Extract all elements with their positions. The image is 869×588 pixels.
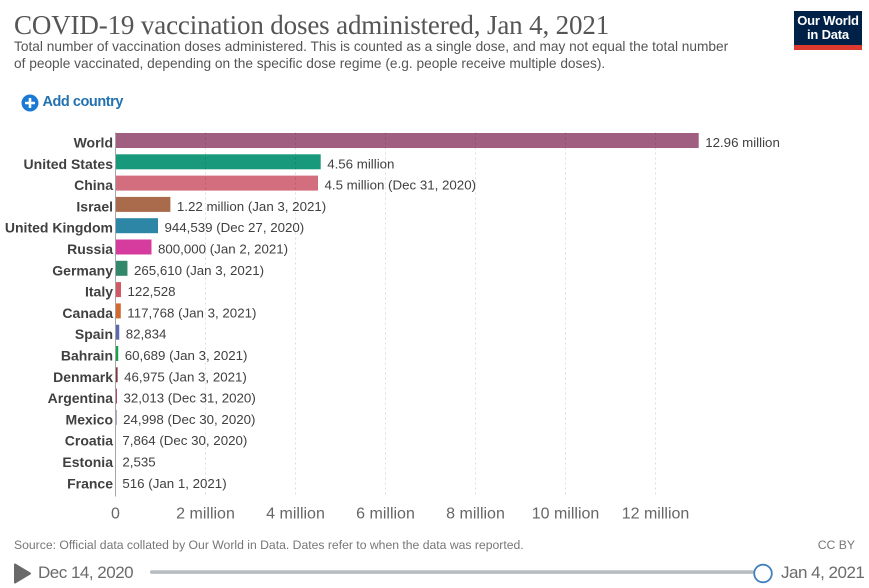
svg-text:4.56 million: 4.56 million: [327, 156, 394, 171]
svg-text:7,864 (Dec 30, 2020): 7,864 (Dec 30, 2020): [122, 433, 247, 448]
svg-text:World: World: [74, 135, 113, 151]
svg-text:Estonia: Estonia: [62, 454, 113, 470]
svg-text:117,768 (Jan 3, 2021): 117,768 (Jan 3, 2021): [127, 305, 256, 320]
svg-text:10 million: 10 million: [532, 506, 600, 523]
svg-text:Canada: Canada: [62, 305, 113, 321]
svg-text:8 million: 8 million: [446, 506, 505, 523]
svg-text:800,000 (Jan 2, 2021): 800,000 (Jan 2, 2021): [158, 242, 288, 257]
svg-text:265,610 (Jan 3, 2021): 265,610 (Jan 3, 2021): [134, 263, 264, 278]
svg-text:4 million: 4 million: [266, 506, 325, 523]
svg-text:60,689 (Jan 3, 2021): 60,689 (Jan 3, 2021): [125, 348, 248, 363]
svg-text:944,539 (Dec 27, 2020): 944,539 (Dec 27, 2020): [165, 220, 305, 235]
svg-text:1.22 million (Jan 3, 2021): 1.22 million (Jan 3, 2021): [177, 199, 326, 214]
svg-text:Russia: Russia: [67, 241, 113, 257]
svg-text:2 million: 2 million: [176, 506, 235, 523]
svg-text:24,998 (Dec 30, 2020): 24,998 (Dec 30, 2020): [123, 412, 255, 427]
svg-text:Israel: Israel: [76, 198, 113, 214]
svg-text:Germany: Germany: [52, 262, 113, 278]
svg-text:32,013 (Dec 31, 2020): 32,013 (Dec 31, 2020): [123, 391, 255, 406]
svg-text:United States: United States: [24, 156, 114, 172]
svg-text:Italy: Italy: [85, 284, 113, 300]
svg-text:516 (Jan 1, 2021): 516 (Jan 1, 2021): [122, 476, 226, 491]
svg-text:2,535: 2,535: [122, 455, 155, 470]
svg-text:Mexico: Mexico: [66, 411, 113, 427]
svg-text:Spain: Spain: [75, 326, 113, 342]
svg-text:4.5 million (Dec 31, 2020): 4.5 million (Dec 31, 2020): [325, 178, 477, 193]
svg-text:Denmark: Denmark: [53, 369, 113, 385]
svg-text:0: 0: [111, 506, 120, 523]
svg-text:United Kingdom: United Kingdom: [5, 220, 113, 236]
svg-text:82,834: 82,834: [126, 327, 167, 342]
svg-text:12.96 million: 12.96 million: [705, 135, 780, 150]
svg-text:122,528: 122,528: [128, 284, 176, 299]
svg-text:46,975 (Jan 3, 2021): 46,975 (Jan 3, 2021): [124, 369, 247, 384]
svg-text:China: China: [74, 177, 113, 193]
svg-text:Croatia: Croatia: [65, 433, 113, 449]
svg-text:12 million: 12 million: [622, 506, 690, 523]
svg-text:6 million: 6 million: [356, 506, 415, 523]
svg-text:Argentina: Argentina: [48, 390, 114, 406]
svg-text:Bahrain: Bahrain: [61, 348, 113, 364]
svg-text:France: France: [67, 475, 113, 491]
